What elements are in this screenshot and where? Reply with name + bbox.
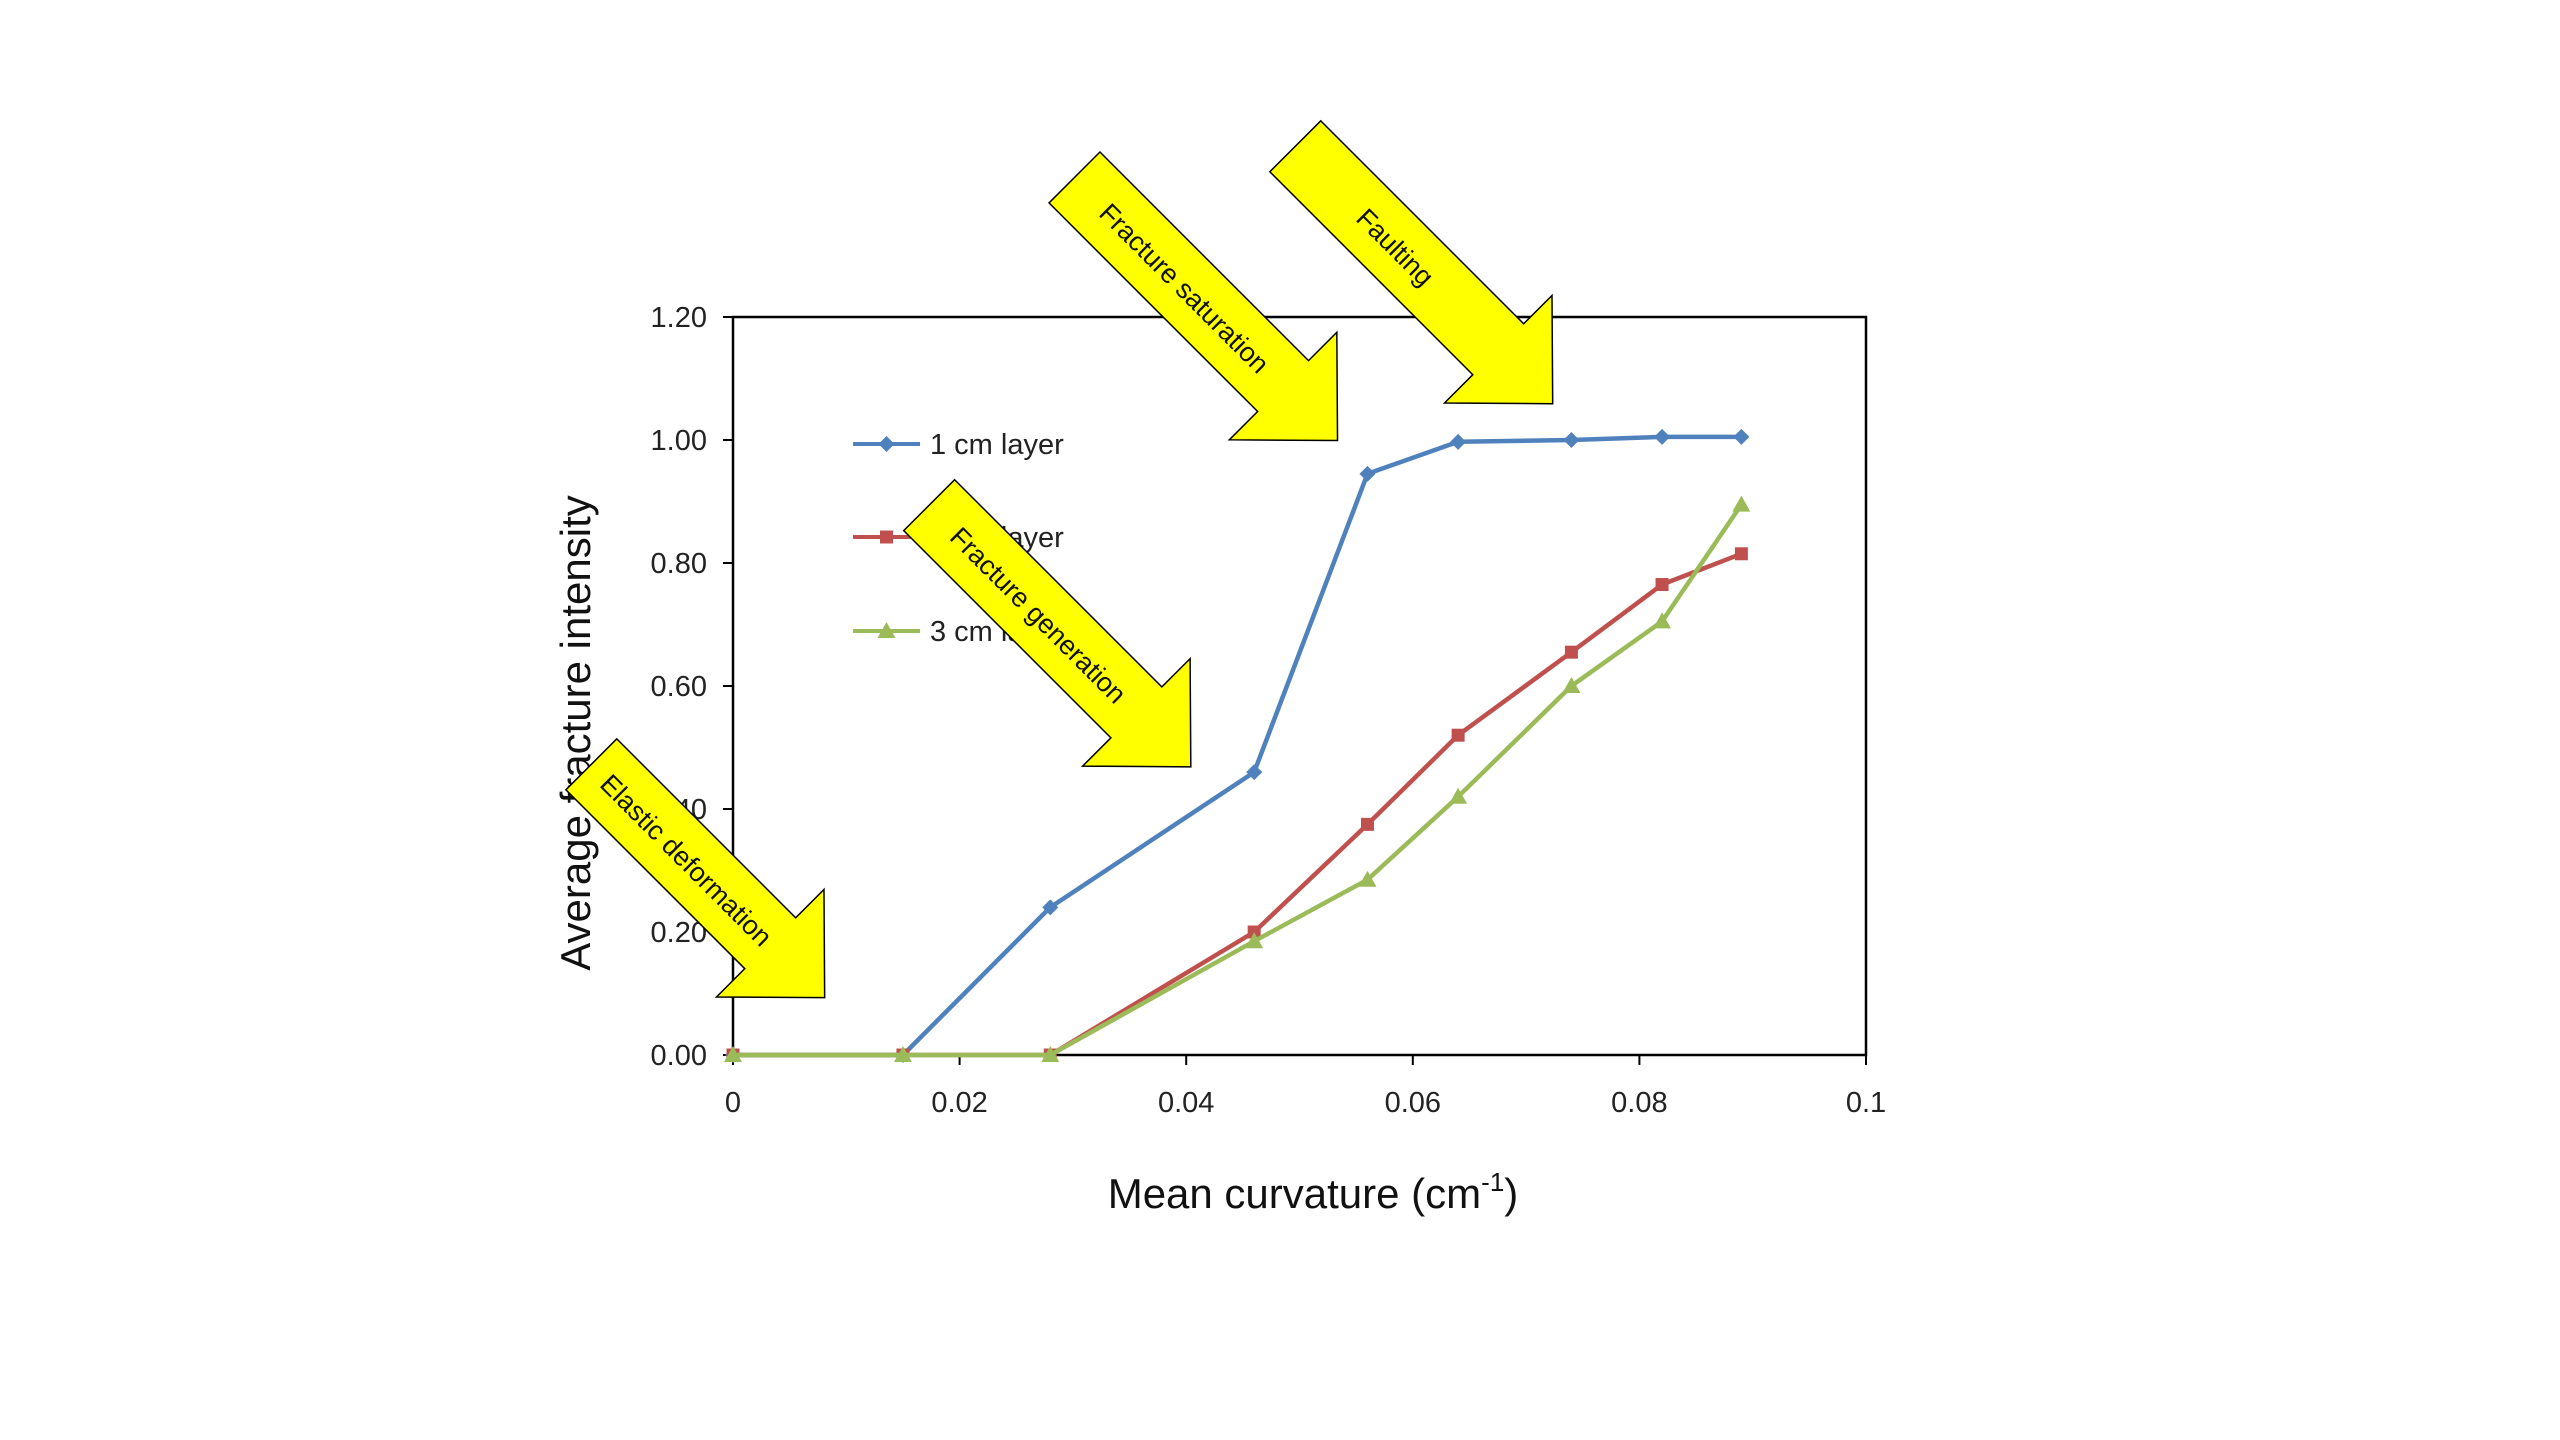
- data-point-triangle: [1653, 612, 1672, 629]
- arrow-shape: [1047, 150, 1339, 442]
- data-point-square: [1734, 547, 1748, 561]
- data-point-triangle: [1245, 932, 1264, 949]
- legend-label-1: 1 cm layer: [930, 429, 1064, 461]
- data-point-triangle: [1041, 1046, 1060, 1062]
- x-axis-title-main: Mean curvature (cm: [1108, 1170, 1481, 1217]
- annotation-arrow-faulting: Faulting: [1268, 119, 1554, 405]
- x-tick-label: 0.08: [1611, 1087, 1667, 1119]
- y-tick-label: 1.00: [651, 425, 707, 457]
- y-tick-label: 0.00: [651, 1040, 707, 1072]
- arrow-shape: [1268, 119, 1554, 405]
- data-point-square: [1451, 728, 1465, 742]
- data-point-triangle: [1358, 870, 1377, 887]
- data-point-triangle: [1732, 495, 1751, 512]
- data-point-square: [1247, 925, 1261, 939]
- data-point-triangle: [724, 1046, 742, 1062]
- x-tick-label: 0.1: [1846, 1087, 1886, 1119]
- data-point-diamond: [1450, 433, 1467, 450]
- arrow-shape: [902, 478, 1192, 768]
- x-tick-label: 0.02: [931, 1087, 987, 1119]
- data-point-diamond: [1246, 764, 1263, 781]
- y-tick-label: 0.60: [651, 671, 707, 703]
- x-axis-title-superscript: -1: [1481, 1167, 1504, 1197]
- data-point-square: [1564, 645, 1578, 659]
- arrow-shape: [564, 737, 826, 999]
- y-axis-title: Average fracture intensity: [552, 495, 599, 970]
- data-point-triangle: [1562, 677, 1581, 693]
- y-axis-ticks: 0.000.200.400.600.801.001.20: [651, 302, 733, 1072]
- data-point-triangle: [893, 1046, 912, 1062]
- y-tick-label: 0.80: [651, 548, 707, 580]
- data-point-square: [1360, 817, 1374, 831]
- data-point-diamond: [1654, 428, 1671, 445]
- legend-marker-1: [878, 436, 895, 452]
- series-layer: [724, 428, 1751, 1063]
- data-point-diamond: [1563, 432, 1580, 448]
- y-tick-label: 1.20: [651, 302, 707, 334]
- data-point-diamond: [1042, 899, 1059, 916]
- legend-marker-3: [877, 622, 896, 638]
- data-point-diamond: [1359, 465, 1376, 482]
- x-axis-title-suffix: ): [1504, 1170, 1518, 1217]
- x-axis-title: Mean curvature (cm-1): [1108, 1167, 1519, 1217]
- data-point-square: [1655, 578, 1669, 592]
- data-point-triangle: [1449, 787, 1468, 804]
- data-point-diamond: [1733, 428, 1750, 445]
- x-tick-label: 0.04: [1158, 1087, 1214, 1119]
- x-tick-label: 0: [725, 1087, 741, 1119]
- x-axis-ticks: 0 0.02 0.04 0.06 0.08 0.1: [725, 1055, 1886, 1119]
- x-tick-label: 0.06: [1385, 1087, 1441, 1119]
- legend-marker-2: [880, 530, 893, 544]
